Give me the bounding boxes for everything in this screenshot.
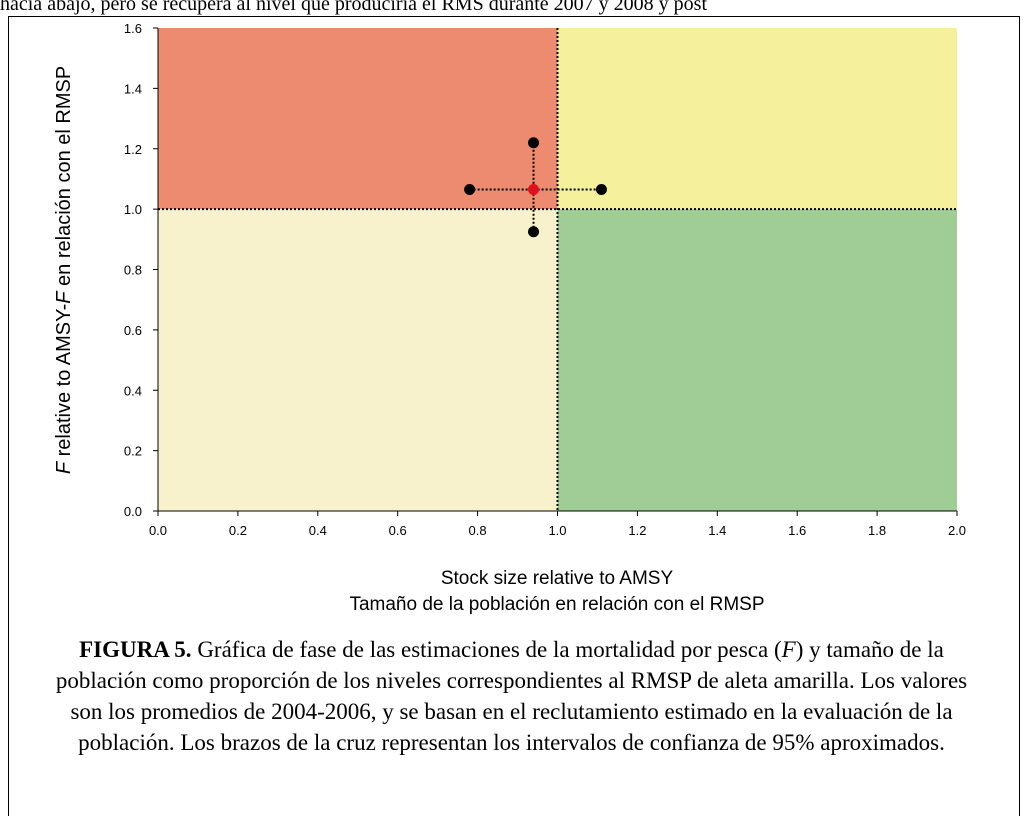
quadrant-lower-right bbox=[557, 209, 957, 511]
x-tick-label: 1.6 bbox=[788, 523, 806, 538]
y-axis-label: F relative to AMSY-F en relación con el … bbox=[53, 66, 75, 474]
y-tick-label: 1.0 bbox=[124, 202, 142, 217]
ci-upper-y-point bbox=[528, 137, 540, 149]
y-tick-label: 1.6 bbox=[124, 21, 142, 36]
caption-text-part2: ) y tamaño de la población como proporci… bbox=[55, 637, 968, 755]
x-tick-labels: 0.0 0.2 0.4 0.6 0.8 1.0 1.2 1.4 1.6 1.8 2.0 bbox=[149, 523, 966, 538]
quadrant-lower-left bbox=[158, 209, 558, 511]
x-tick-label: 1.8 bbox=[868, 523, 886, 538]
x-axis-label-english: Stock size relative to AMSY bbox=[441, 568, 674, 589]
x-tick-label: 1.2 bbox=[628, 523, 646, 538]
preceding-body-text: hacia abajo, pero se recupera al nivel q… bbox=[0, 0, 708, 15]
y-tick-labels: 0.0 0.2 0.4 0.6 0.8 1.0 1.2 1.4 1.6 bbox=[124, 21, 142, 519]
y-tick-label: 0.2 bbox=[124, 444, 142, 459]
quadrant-upper-left bbox=[158, 28, 558, 210]
caption-italic-f: F bbox=[781, 637, 796, 662]
y-axis-label-mid: relative to AMSY- bbox=[53, 304, 75, 462]
figure-frame bbox=[8, 16, 1020, 816]
figure-caption: FIGURA 5. Gráfica de fase de las estimac… bbox=[40, 634, 983, 758]
x-tick-label: 2.0 bbox=[948, 523, 966, 538]
y-tick-label: 0.4 bbox=[124, 383, 142, 398]
y-axis-label-f2: F bbox=[53, 290, 75, 304]
y-tick-label: 0.6 bbox=[124, 323, 142, 338]
quadrant-backgrounds bbox=[158, 28, 957, 511]
x-tick-label: 0.8 bbox=[469, 523, 487, 538]
x-axis-label-spanish: Tamaño de la población en relación con e… bbox=[349, 594, 764, 615]
ci-upper-x-point bbox=[595, 184, 607, 196]
y-tick-label: 1.4 bbox=[124, 81, 142, 96]
x-tick-label: 0.2 bbox=[229, 523, 247, 538]
reference-lines bbox=[158, 28, 957, 511]
phase-plot: 0.0 0.2 0.4 0.6 0.8 1.0 1.2 1.4 1.6 1.8 2.0 0.0 0.2… bbox=[53, 21, 966, 615]
x-tick-label: 0.0 bbox=[149, 523, 167, 538]
axes bbox=[153, 27, 958, 516]
y-tick-label: 1.2 bbox=[124, 142, 142, 157]
quadrant-upper-right bbox=[557, 28, 957, 210]
x-tick-label: 0.4 bbox=[309, 523, 327, 538]
y-tick-label: 0.0 bbox=[124, 504, 142, 519]
caption-label: FIGURA 5. bbox=[79, 637, 192, 662]
x-tick-label: 1.0 bbox=[548, 523, 566, 538]
x-tick-label: 1.4 bbox=[708, 523, 726, 538]
point-estimate bbox=[528, 184, 540, 196]
ci-lower-y-point bbox=[528, 226, 540, 238]
y-axis-label-rest: en relación con el RMSP bbox=[53, 66, 75, 292]
ci-lower-x-point bbox=[464, 184, 476, 196]
caption-text-part1: Gráfica de fase de las estimaciones de l… bbox=[191, 637, 782, 662]
y-axis-label-f: F bbox=[53, 460, 75, 474]
x-tick-label: 0.6 bbox=[389, 523, 407, 538]
y-tick-label: 0.8 bbox=[124, 263, 142, 278]
data-points bbox=[464, 137, 607, 238]
